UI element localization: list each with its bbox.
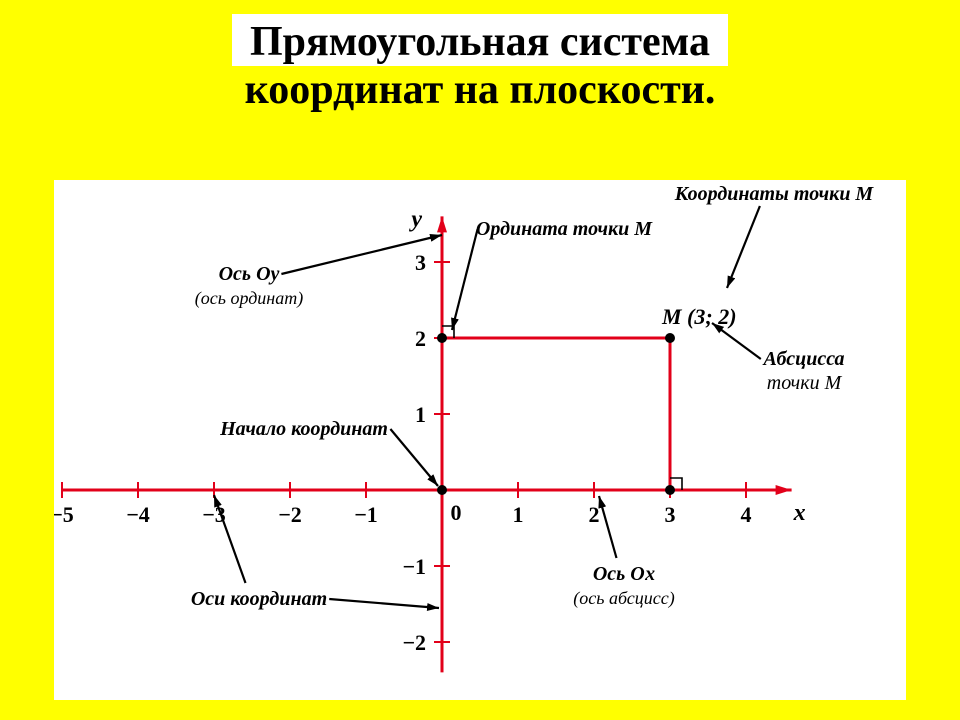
annotation-arrow <box>329 599 439 608</box>
projection-y-point <box>437 333 447 343</box>
title-line-2: координат на плоскости. <box>245 67 716 113</box>
annotation-text: Ось Оу <box>219 263 280 285</box>
y-axis-label: y <box>408 206 422 232</box>
origin-label: 0 <box>451 500 462 525</box>
annotation-text: Ордината точки М <box>476 218 653 240</box>
title-line-1: Прямоугольная система <box>232 14 728 66</box>
y-tick-label: −2 <box>402 630 426 655</box>
x-tick-label: 4 <box>741 502 752 527</box>
annotation-ordinata: Ордината точки М <box>452 218 653 330</box>
x-tick-label: 3 <box>665 502 676 527</box>
annotation-koordinaty: Координаты точки М <box>674 183 875 288</box>
slide-title: Прямоугольная система координат на плоск… <box>0 14 960 114</box>
annotation-arrow <box>727 206 760 288</box>
point-m <box>665 333 675 343</box>
x-tick-label: −2 <box>278 502 302 527</box>
annotation-text: Начало координат <box>219 418 388 440</box>
slide-frame: Прямоугольная система координат на плоск… <box>0 0 960 720</box>
coordinate-plane: −5 −4 −3 −2 −1 1 2 3 4 −2 −1 1 2 3 0 x y M (3; 2) Ось Оу (о… <box>54 180 906 700</box>
annotation-arrow <box>214 495 246 583</box>
origin-point <box>437 485 447 495</box>
annotation-text: Координаты точки М <box>674 183 875 205</box>
x-tick-label: 1 <box>513 502 524 527</box>
annotation-text: Абсцисса <box>761 348 844 370</box>
plot-svg: −5 −4 −3 −2 −1 1 2 3 4 −2 −1 1 2 3 0 x y M (3; 2) Ось Оу (о… <box>54 180 906 700</box>
x-tick-label: 2 <box>589 502 600 527</box>
x-axis-label: x <box>793 500 806 526</box>
annotation-text: Оси координат <box>191 588 327 610</box>
annotation-subtext: (ось абсцисс) <box>573 588 674 609</box>
y-tick-label: 1 <box>415 402 426 427</box>
annotation-arrow <box>599 496 617 558</box>
y-tick-label: −1 <box>402 554 426 579</box>
y-tick-label: 3 <box>415 250 426 275</box>
annotation-axis_oy: Ось Оу (ось ординат) <box>195 235 442 309</box>
y-tick-label: 2 <box>415 326 426 351</box>
annotation-nachalo: Начало координат <box>219 418 438 486</box>
annotation-abscissa: Абсциссаточки М <box>712 323 845 394</box>
annotation-osi_koord: Оси координат <box>191 495 439 610</box>
x-tick-label: −5 <box>54 502 74 527</box>
point-m-label: M (3; 2) <box>661 304 737 329</box>
x-tick-label: −3 <box>202 502 226 527</box>
projection-x-point <box>665 485 675 495</box>
annotation-subtext: точки М <box>767 372 843 394</box>
annotation-subtext: (ось ординат) <box>195 288 303 309</box>
annotation-arrow <box>390 429 438 486</box>
x-tick-label: −4 <box>126 502 150 527</box>
annotation-text: Ось Ох <box>593 563 655 585</box>
x-tick-label: −1 <box>354 502 378 527</box>
annotation-arrow <box>452 229 478 330</box>
